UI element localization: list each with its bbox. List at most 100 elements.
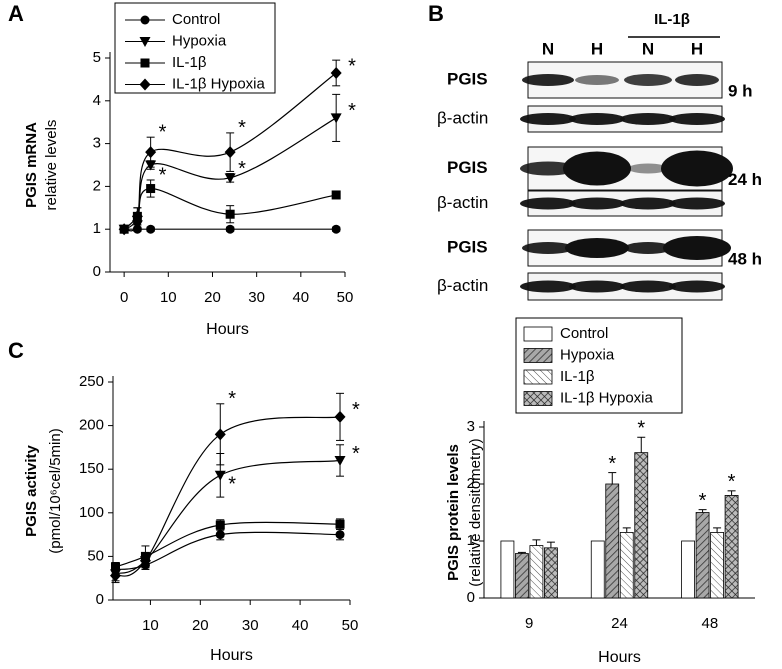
x-tick-label: 20 (204, 289, 221, 306)
x-tick-label: 20 (192, 617, 209, 634)
x-tick-label: 10 (142, 617, 159, 634)
blot-band (620, 113, 676, 125)
panel-label: A (8, 1, 24, 26)
error-bar (727, 490, 736, 496)
error-bar (546, 541, 555, 548)
panel-label: C (8, 338, 24, 363)
y-tick-label: 4 (93, 92, 101, 109)
marker (334, 455, 346, 466)
protein-label: PGIS (447, 69, 488, 88)
blot-band (565, 238, 629, 258)
x-axis-title: Hours (210, 647, 253, 664)
bar (681, 540, 695, 599)
y-tick-label: 0 (467, 589, 475, 606)
significance-mark: * (228, 474, 236, 496)
error-bar (637, 436, 646, 453)
marker (224, 173, 236, 184)
blot-band (563, 151, 631, 186)
legend-label: IL-1β Hypoxia (560, 389, 653, 406)
bar (500, 540, 515, 599)
blot-band (661, 150, 733, 187)
blot-band (620, 197, 676, 210)
y-tick-label: 0 (93, 263, 101, 280)
time-label: 24 h (728, 170, 762, 189)
bar (710, 532, 724, 599)
treatment-label: IL-1β (654, 11, 690, 28)
marker (214, 428, 226, 441)
marker (131, 210, 143, 223)
blot-band (569, 197, 625, 210)
y-axis-title: PGIS mRNA (23, 122, 40, 208)
significance-mark: * (238, 117, 246, 139)
significance-mark: * (352, 399, 360, 421)
y-tick-label: 3 (467, 418, 475, 435)
blot-band (628, 163, 668, 174)
marker (140, 15, 150, 25)
y-tick-label: 1 (93, 220, 101, 237)
x-tick-label: 9 (525, 615, 533, 632)
blot-band (569, 113, 625, 125)
row-label: β-actin (437, 108, 488, 127)
protein-label: PGIS (447, 237, 488, 256)
significance-mark: * (728, 471, 736, 493)
y-tick-label: 2 (467, 475, 475, 492)
marker (215, 530, 225, 540)
bar (529, 545, 544, 599)
error-bar (608, 472, 617, 484)
y-tick-label: 50 (87, 547, 104, 564)
marker (335, 519, 345, 529)
x-axis-title: Hours (206, 321, 249, 338)
legend-label: IL-1β (172, 54, 207, 71)
panel-label: B (428, 1, 444, 26)
blot-band (669, 197, 725, 210)
time-label: 9 h (728, 81, 753, 100)
marker (335, 530, 345, 540)
marker (139, 37, 151, 47)
blot-band (522, 74, 574, 86)
legend-label: Hypoxia (172, 32, 227, 49)
x-axis-title: Hours (598, 649, 641, 666)
significance-mark: * (699, 490, 707, 512)
marker (140, 58, 150, 68)
series-line (115, 416, 341, 577)
y-tick-label: 0 (96, 591, 104, 608)
series-line (115, 531, 341, 571)
y-axis-subtitle: (relative densitometry) (467, 438, 484, 586)
marker (331, 224, 341, 234)
marker (215, 520, 225, 530)
significance-mark: * (608, 453, 616, 475)
y-tick-label: 100 (79, 504, 104, 521)
error-bar (517, 551, 526, 554)
significance-mark: * (348, 100, 356, 122)
bar (634, 452, 649, 599)
x-tick-label: 24 (611, 615, 628, 632)
marker (139, 554, 151, 567)
legend-label: Control (172, 11, 220, 28)
bar (619, 532, 634, 599)
legend-swatch (523, 326, 553, 342)
x-tick-label: 40 (292, 289, 309, 306)
bar (605, 483, 620, 599)
x-tick-label: 10 (160, 289, 177, 306)
x-tick-label: 30 (242, 617, 259, 634)
error-bar (698, 509, 707, 513)
x-tick-label: 30 (248, 289, 265, 306)
blot-band (520, 113, 576, 125)
row-label: β-actin (437, 276, 488, 295)
legend-label: IL-1β Hypoxia (172, 75, 265, 92)
error-bar (532, 539, 541, 546)
blot-band (620, 280, 676, 293)
bar (515, 553, 529, 599)
significance-mark: * (159, 121, 167, 143)
marker (334, 410, 346, 423)
bar (544, 547, 558, 599)
time-label: 48 h (728, 249, 762, 268)
series-line (123, 72, 337, 230)
y-axis-subtitle: relative levels (43, 120, 60, 211)
lane-label: H (591, 39, 603, 58)
y-axis-title: PGIS protein levels (445, 444, 462, 581)
blot-band (569, 280, 625, 293)
significance-mark: * (238, 158, 246, 180)
blot-band (520, 280, 576, 293)
